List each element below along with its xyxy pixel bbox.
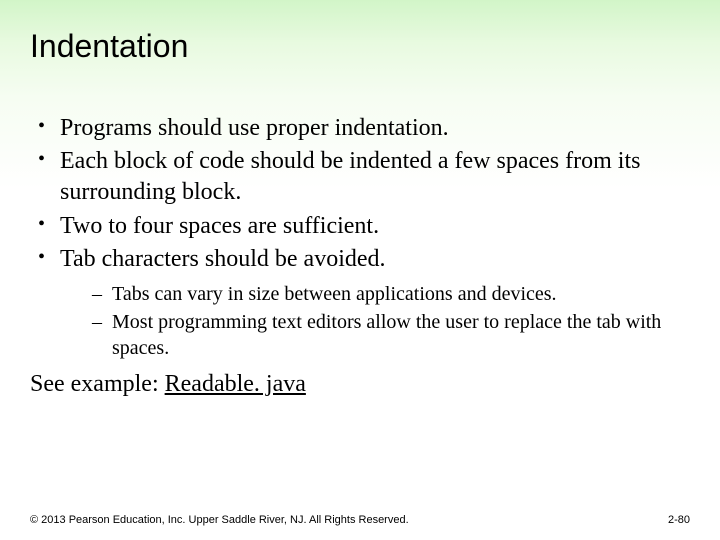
copyright-text: © 2013 Pearson Education, Inc. Upper Sad… bbox=[30, 514, 409, 526]
bullet-item: Tab characters should be avoided. Tabs c… bbox=[38, 244, 690, 361]
sub-bullet-item: Most programming text editors allow the … bbox=[92, 309, 690, 361]
see-example-link[interactable]: Readable. java bbox=[165, 371, 306, 397]
slide-container: Indentation Programs should use proper i… bbox=[0, 0, 720, 540]
footer: © 2013 Pearson Education, Inc. Upper Sad… bbox=[30, 514, 690, 526]
sub-bullet-item: Tabs can vary in size between applicatio… bbox=[92, 281, 690, 307]
slide-title: Indentation bbox=[30, 28, 690, 65]
see-prefix: See example: bbox=[30, 371, 165, 397]
bullet-item: Each block of code should be indented a … bbox=[38, 146, 690, 208]
sub-bullet-list: Tabs can vary in size between applicatio… bbox=[60, 281, 690, 361]
bullet-list: Programs should use proper indentation. … bbox=[30, 113, 690, 361]
bullet-item: Two to four spaces are sufficient. bbox=[38, 211, 690, 242]
page-number: 2-80 bbox=[668, 514, 690, 526]
bullet-item: Programs should use proper indentation. bbox=[38, 113, 690, 144]
bullet-text: Tab characters should be avoided. bbox=[60, 246, 386, 272]
see-example-line: See example: Readable. java bbox=[30, 371, 690, 398]
